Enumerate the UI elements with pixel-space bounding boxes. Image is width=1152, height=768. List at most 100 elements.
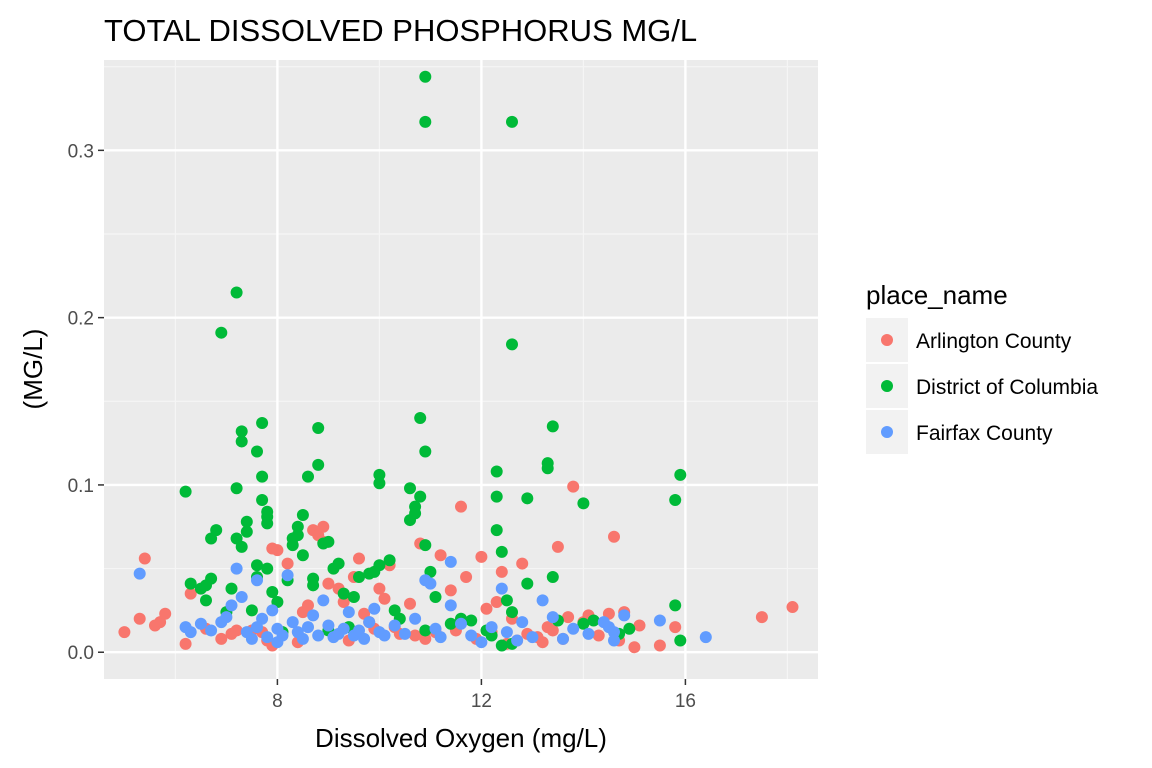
data-point	[444, 599, 457, 612]
major-gridlines	[104, 60, 818, 679]
data-point	[567, 480, 580, 493]
y-tick-label: 0.1	[68, 476, 94, 497]
legend: place_name Arlington County District of C…	[866, 280, 1098, 454]
data-point	[378, 629, 391, 642]
data-point	[500, 626, 513, 639]
data-point	[337, 587, 350, 600]
data-point	[551, 540, 564, 553]
data-point	[653, 639, 666, 652]
data-point	[215, 326, 228, 339]
data-point	[506, 606, 518, 619]
data-point	[373, 468, 386, 481]
data-point	[261, 505, 274, 518]
legend-label: Fairfax County	[916, 422, 1053, 445]
y-axis: 0.0 0.1 0.2 0.3	[68, 141, 104, 664]
data-point	[424, 577, 437, 590]
data-point	[312, 458, 325, 471]
data-point	[485, 621, 498, 634]
data-point	[256, 493, 269, 506]
legend-label: District of Columbia	[916, 376, 1098, 399]
data-point	[786, 601, 799, 614]
data-point	[490, 596, 503, 609]
data-point	[251, 559, 263, 572]
data-point	[337, 622, 350, 635]
data-point	[230, 562, 243, 575]
data-point	[266, 586, 279, 599]
data-point	[307, 579, 320, 592]
data-point	[245, 604, 258, 617]
data-point	[251, 445, 263, 458]
data-point	[490, 524, 503, 537]
data-point	[419, 70, 432, 83]
data-point	[409, 500, 422, 513]
data-point	[455, 500, 467, 513]
data-point	[342, 606, 355, 619]
data-point	[567, 622, 580, 635]
data-point	[674, 634, 687, 647]
data-points	[118, 70, 799, 654]
data-point	[184, 626, 197, 639]
data-point	[404, 482, 416, 495]
legend-swatch	[881, 426, 893, 438]
data-point	[495, 545, 508, 558]
data-point	[322, 619, 335, 632]
data-point	[577, 497, 590, 510]
data-point	[261, 517, 274, 530]
data-point	[296, 549, 309, 562]
data-point	[368, 602, 381, 615]
data-point	[373, 559, 386, 572]
data-point	[215, 632, 228, 645]
legend-swatch	[881, 334, 893, 346]
data-point	[302, 621, 314, 634]
data-point	[414, 412, 427, 425]
data-point	[557, 632, 569, 645]
data-point	[184, 587, 197, 600]
data-point	[419, 624, 432, 637]
data-point	[271, 544, 284, 557]
data-point	[240, 515, 253, 528]
data-point	[465, 614, 478, 627]
y-tick-label: 0.3	[68, 141, 94, 162]
data-point	[511, 634, 524, 647]
data-point	[516, 616, 529, 629]
data-point	[138, 552, 151, 565]
legend-title: place_name	[866, 280, 1008, 310]
data-point	[444, 617, 457, 630]
data-point	[419, 632, 432, 645]
data-point	[245, 632, 258, 645]
data-point	[235, 540, 248, 553]
data-point	[225, 582, 238, 595]
data-point	[669, 621, 682, 634]
data-point	[388, 619, 401, 632]
data-point	[429, 591, 442, 604]
data-point	[230, 286, 243, 299]
legend-label: Arlington County	[916, 330, 1072, 353]
data-point	[465, 629, 478, 642]
data-point	[184, 577, 197, 590]
data-point	[490, 490, 503, 503]
data-point	[230, 624, 243, 637]
data-point	[455, 617, 467, 630]
data-point	[205, 624, 218, 637]
data-point	[495, 639, 508, 652]
data-point	[133, 567, 146, 580]
data-point	[490, 465, 503, 478]
data-point	[194, 617, 207, 630]
data-point	[495, 565, 508, 578]
data-point	[302, 599, 314, 612]
data-point	[506, 115, 518, 128]
data-point	[179, 637, 192, 650]
data-point	[755, 611, 768, 624]
data-point	[618, 609, 631, 622]
data-point	[546, 420, 559, 433]
data-point	[133, 612, 146, 625]
data-point	[286, 532, 299, 545]
data-point	[480, 602, 493, 615]
data-point	[322, 577, 335, 590]
data-point	[230, 482, 243, 495]
data-point	[419, 539, 432, 552]
data-point	[373, 477, 386, 490]
data-point	[363, 616, 376, 629]
data-point	[261, 631, 274, 644]
data-point	[536, 594, 549, 607]
